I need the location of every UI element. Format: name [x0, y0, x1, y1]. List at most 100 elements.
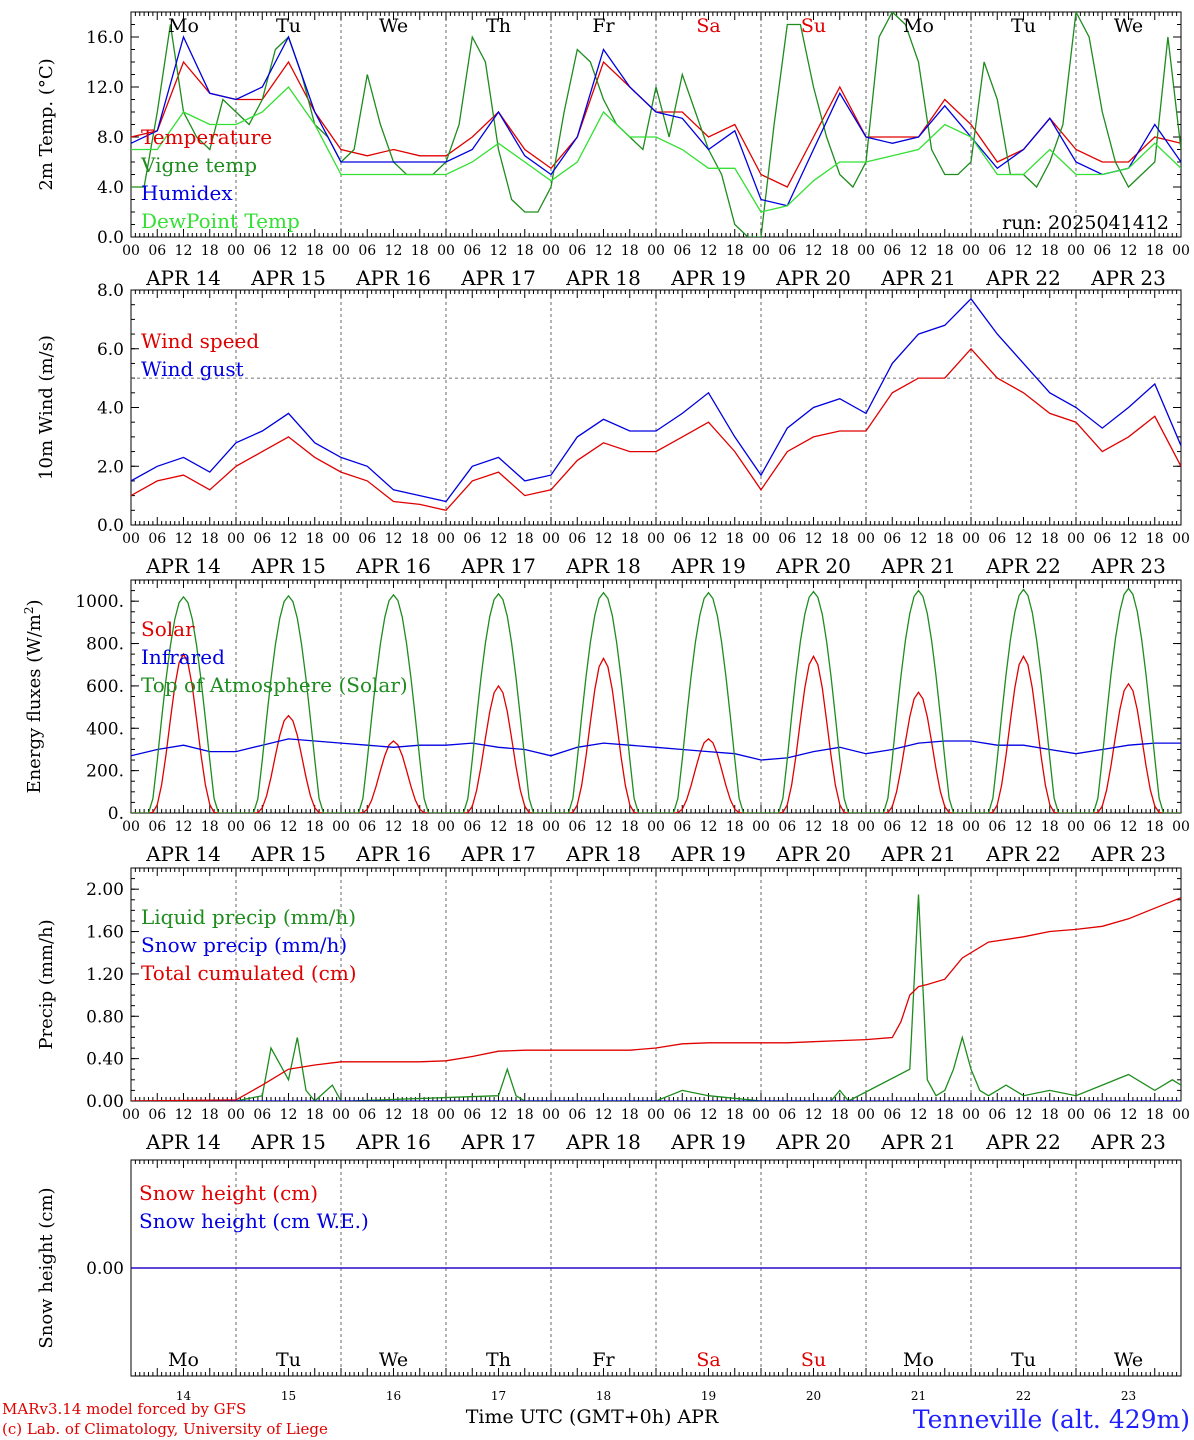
x-hour-label: 00	[227, 819, 245, 835]
x-hour-label: 06	[883, 1107, 901, 1123]
station-title: Tenneville (alt. 429m)	[913, 1405, 1190, 1434]
series-line-wind-gust	[131, 297, 1181, 503]
x-hour-label: 18	[621, 531, 639, 547]
footer-model-text: MARv3.14 model forced by GFS	[2, 1400, 246, 1418]
x-hour-label: 12	[805, 243, 823, 259]
x-day-label: APR 16	[355, 842, 431, 866]
x-day-label: APR 23	[1090, 266, 1166, 290]
x-hour-label: 12	[1015, 1107, 1033, 1123]
x-hour-label: 00	[227, 1107, 245, 1123]
x-hour-label: 18	[516, 1107, 534, 1123]
x-day-label: APR 19	[670, 554, 746, 578]
y-tick-label: 1000.	[75, 592, 124, 612]
x-day-number: 20	[806, 1389, 821, 1403]
chart-panel-4: 0.00 0.40 0.80 1.20 1.60 2.00 Precip (mm/h) Liq…	[36, 867, 1190, 1154]
y-tick-label: 12.0	[86, 78, 124, 98]
x-hour-label: 18	[516, 819, 534, 835]
x-hour-label: 00	[962, 531, 980, 547]
x-hour-label: 12	[175, 243, 193, 259]
y-tick-label: 0.0	[97, 228, 124, 248]
x-day-label: APR 15	[250, 1130, 326, 1154]
y-tick-label: 16.0	[86, 28, 124, 48]
x-hour-label: 06	[358, 819, 376, 835]
x-day-label: APR 23	[1090, 1130, 1166, 1154]
x-hour-label: 12	[1120, 1107, 1138, 1123]
x-hour-label: 00	[752, 819, 770, 835]
x-hour-label: 00	[227, 243, 245, 259]
x-hour-label: 06	[568, 1107, 586, 1123]
series-line-infrared	[131, 738, 1181, 761]
x-hour-label: 06	[778, 819, 796, 835]
x-day-label: APR 17	[460, 1130, 536, 1154]
x-hour-label: 06	[463, 819, 481, 835]
legend-entry: Liquid precip (mm/h)	[141, 905, 356, 929]
x-hour-label: 06	[253, 1107, 271, 1123]
x-hour-label: 18	[411, 1107, 429, 1123]
x-day-number: 23	[1121, 1389, 1136, 1403]
weekday-label: Fr	[592, 1349, 615, 1371]
x-hour-label: 00	[752, 531, 770, 547]
x-hour-label: 00	[1067, 1107, 1085, 1123]
x-hour-label: 00	[1067, 819, 1085, 835]
y-tick-label: 4.0	[97, 178, 124, 198]
y-axis-title: 10m Wind (m/s)	[36, 335, 57, 480]
legend-entry: Top of Atmosphere (Solar)	[141, 673, 408, 697]
x-day-label: APR 16	[355, 554, 431, 578]
y-axis-title: Precip (mm/h)	[36, 919, 57, 1049]
weekday-label: Tu	[276, 15, 301, 37]
x-hour-label: 00	[122, 531, 140, 547]
y-axis-title: 2m Temp. (°C)	[36, 58, 57, 190]
weekday-label: Tu	[276, 1349, 301, 1371]
x-hour-label: 06	[778, 1107, 796, 1123]
chart-panel-1: 0.0 4.0 8.0 12.0 16.0 2m Temp. (°C) Temperatur…	[36, 11, 1190, 290]
x-hour-label: 18	[201, 531, 219, 547]
x-hour-label: 12	[1015, 243, 1033, 259]
run-annotation: run: 2025041412	[1002, 212, 1169, 234]
x-hour-label: 00	[332, 243, 350, 259]
x-hour-label: 06	[883, 819, 901, 835]
x-hour-label: 00	[857, 531, 875, 547]
x-day-number: 22	[1016, 1389, 1031, 1403]
weekday-label: We	[379, 1349, 408, 1371]
x-hour-label: 12	[385, 243, 403, 259]
x-hour-label: 06	[988, 1107, 1006, 1123]
x-hour-label: 00	[332, 531, 350, 547]
x-hour-label: 18	[621, 243, 639, 259]
footer-credit-text: (c) Lab. of Climatology, University of L…	[2, 1420, 328, 1438]
series-line-wind-speed	[131, 347, 1181, 512]
x-hour-label: 06	[568, 531, 586, 547]
chart-panel-2: 0.0 2.0 4.0 6.0 8.0 10m Wind (m/s) Wind speed W…	[36, 281, 1190, 578]
x-hour-label: 18	[831, 243, 849, 259]
x-hour-label: 00	[332, 1107, 350, 1123]
series-line-total-cumulated-cm-	[131, 897, 1181, 1101]
y-tick-label: 4.0	[97, 399, 124, 419]
x-day-label: APR 15	[250, 266, 326, 290]
x-hour-label: 00	[962, 819, 980, 835]
x-hour-label: 06	[463, 243, 481, 259]
legend-entry: Wind gust	[141, 357, 244, 381]
x-hour-label: 12	[595, 819, 613, 835]
y-tick-label: 0.40	[86, 1050, 124, 1070]
x-hour-label: 18	[936, 819, 954, 835]
x-hour-label: 06	[988, 531, 1006, 547]
x-hour-label: 12	[700, 819, 718, 835]
x-hour-label: 18	[306, 1107, 324, 1123]
x-day-label: APR 17	[460, 554, 536, 578]
x-hour-label: 00	[1067, 243, 1085, 259]
y-tick-label: 1.60	[86, 923, 124, 943]
x-day-label: APR 20	[775, 554, 851, 578]
x-hour-label: 06	[358, 531, 376, 547]
x-hour-label: 00	[227, 531, 245, 547]
x-hour-label: 00	[122, 819, 140, 835]
x-hour-label: 18	[936, 243, 954, 259]
y-tick-label: 200.	[86, 762, 124, 782]
x-day-number: 15	[281, 1389, 296, 1403]
x-day-label: APR 22	[985, 266, 1061, 290]
plot-frame	[130, 11, 1182, 238]
legend-entry: Snow precip (mm/h)	[141, 933, 347, 957]
x-hour-label: 18	[306, 531, 324, 547]
legend-entry: DewPoint Temp	[141, 209, 300, 233]
x-hour-label: 06	[673, 531, 691, 547]
x-hour-label: 12	[910, 1107, 928, 1123]
legend-entry: Humidex	[141, 181, 233, 205]
